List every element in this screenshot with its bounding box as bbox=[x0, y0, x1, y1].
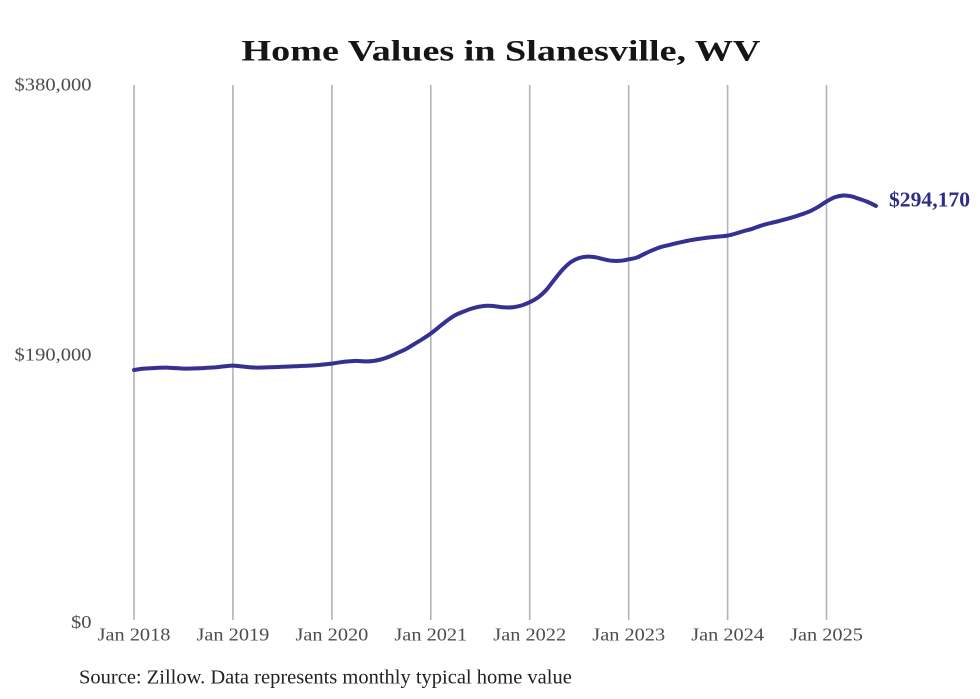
svg-text:Jan 2019: Jan 2019 bbox=[196, 626, 269, 646]
svg-text:$0: $0 bbox=[71, 613, 92, 633]
svg-text:$294,170: $294,170 bbox=[889, 188, 970, 212]
svg-text:$380,000: $380,000 bbox=[15, 76, 92, 96]
svg-text:$190,000: $190,000 bbox=[15, 346, 92, 366]
svg-text:Jan 2023: Jan 2023 bbox=[592, 626, 665, 646]
svg-text:Jan 2025: Jan 2025 bbox=[790, 626, 863, 646]
svg-text:Jan 2022: Jan 2022 bbox=[493, 626, 566, 646]
svg-text:Jan 2021: Jan 2021 bbox=[394, 626, 467, 646]
svg-text:Jan 2018: Jan 2018 bbox=[98, 626, 171, 646]
svg-text:Jan 2020: Jan 2020 bbox=[295, 626, 368, 646]
svg-text:Jan 2024: Jan 2024 bbox=[691, 626, 764, 646]
svg-text:Home Values in Slanesville, WV: Home Values in Slanesville, WV bbox=[242, 34, 761, 67]
svg-text:Source: Zillow. Data represent: Source: Zillow. Data represents monthly … bbox=[79, 667, 572, 689]
